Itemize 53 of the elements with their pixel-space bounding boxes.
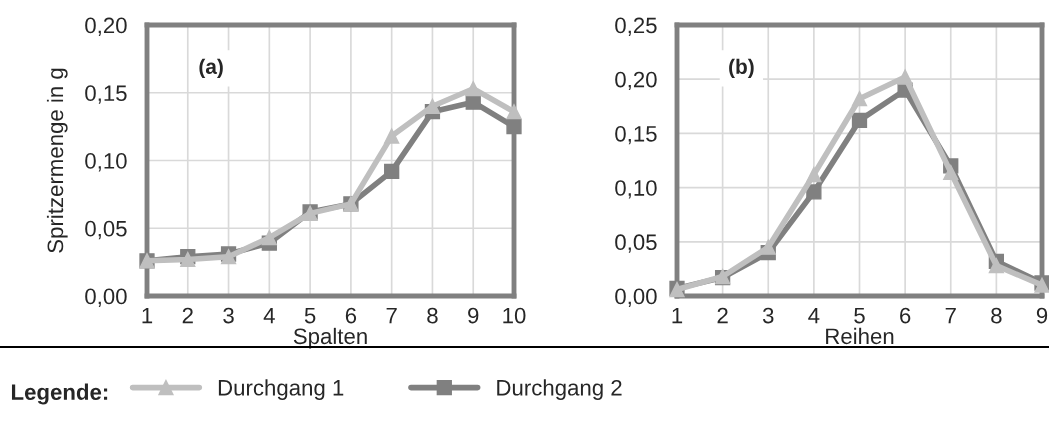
- y-tick-label: 0,25: [615, 17, 657, 36]
- y-tick-label: 0,10: [615, 180, 657, 199]
- x-tick-label: 6: [900, 307, 911, 324]
- y-tick-label: 0,05: [615, 234, 657, 253]
- point: [851, 112, 868, 129]
- x-tick-label: 4: [808, 307, 820, 324]
- point: [261, 230, 277, 246]
- legend-label: Durchgang 1: [218, 379, 344, 401]
- y-tick-label: 0,00: [615, 288, 657, 307]
- point: [506, 118, 522, 135]
- point: [806, 166, 822, 183]
- point: [760, 239, 776, 255]
- x-tick-label: 7: [945, 307, 956, 324]
- x-tick-label: 10: [503, 307, 526, 324]
- point: [897, 69, 913, 85]
- x-tick-label: 6: [345, 307, 357, 324]
- point: [851, 91, 868, 107]
- x-tick-label: 2: [717, 307, 728, 324]
- x-tick-label: 8: [991, 307, 1002, 324]
- x-tick-label: 7: [386, 307, 397, 324]
- point: [506, 104, 522, 120]
- annotation: (a): [199, 58, 223, 79]
- x-axis-title: Spalten: [293, 327, 367, 349]
- x-tick-label: 5: [304, 307, 316, 324]
- y-tick-label: 0,20: [85, 17, 127, 36]
- x-tick-label: 4: [263, 307, 275, 324]
- x-tick-label: 3: [223, 307, 234, 324]
- point: [384, 163, 400, 179]
- point: [943, 164, 959, 181]
- y-tick-label: 0,05: [85, 220, 127, 240]
- x-tick-label: 1: [142, 307, 153, 324]
- x-tick-label: 3: [762, 307, 774, 324]
- x-tick-label: 5: [854, 307, 865, 324]
- x-tick-label: 2: [182, 307, 193, 324]
- y-tick-label: 0,15: [85, 85, 127, 104]
- x-tick-label: 1: [672, 307, 683, 324]
- annotation: (b): [729, 58, 754, 79]
- legend-label: Durchgang 2: [497, 379, 622, 401]
- y-tick-label: 0,20: [615, 71, 657, 91]
- point: [465, 94, 481, 110]
- point: [465, 81, 481, 97]
- y-tick-label: 0,15: [615, 125, 657, 145]
- y-tick-label: 0,10: [85, 153, 127, 172]
- x-tick-label: 9: [468, 307, 479, 324]
- point: [806, 184, 822, 200]
- y-tick-label: 0,00: [85, 288, 127, 307]
- x-axis-title: Reihen: [826, 327, 894, 345]
- y-axis-title: Spritzermenge in g: [46, 68, 68, 253]
- point: [384, 128, 400, 144]
- x-tick-label: 8: [427, 307, 438, 324]
- point: [988, 258, 1005, 274]
- legend-title: Legende:: [11, 383, 108, 405]
- x-tick-label: 9: [1036, 307, 1048, 324]
